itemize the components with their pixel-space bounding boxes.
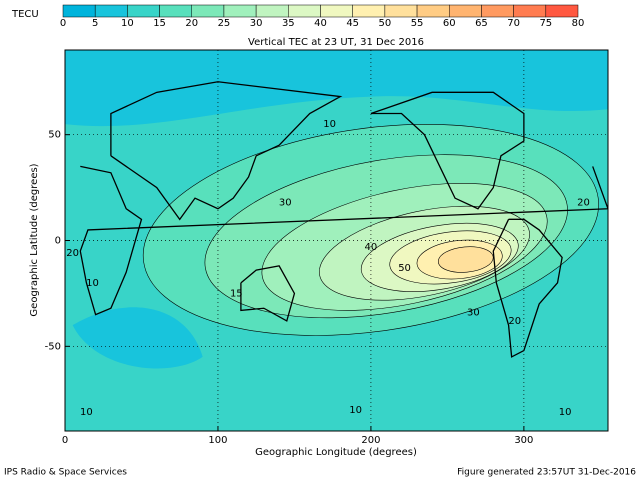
contour-label: 10 (323, 119, 336, 130)
colorbar-tick-label: 65 (475, 18, 488, 29)
y-axis-label: Geographic Latitude (degrees) (29, 163, 40, 316)
contour-label: 40 (365, 242, 378, 253)
colorbar-swatch (449, 4, 482, 18)
colorbar-tick-label: 40 (314, 18, 327, 29)
colorbar-tick-label: 10 (121, 18, 134, 29)
footer-right: Figure generated 23:57UT 31-Dec-2016 (457, 468, 636, 478)
y-tick-label: 50 (48, 130, 61, 141)
colorbar-swatch (481, 4, 514, 18)
plot-area: 10 30 40 50 30 20 15 10 20 10 10 10 20 (65, 50, 608, 431)
contour-label: 20 (66, 248, 79, 259)
x-tick-label: 200 (361, 435, 380, 446)
colorbar-tick-label: 35 (282, 18, 295, 29)
contour-label: 20 (577, 197, 590, 208)
coastline (110, 81, 343, 221)
coastline (240, 265, 296, 322)
colorbar-swatch (352, 4, 386, 18)
colorbar-tick-label: 60 (443, 18, 456, 29)
colorbar-swatch (159, 4, 192, 18)
contour-label: 50 (398, 263, 411, 274)
coastline (370, 91, 525, 210)
chart-title: Vertical TEC at 23 UT, 31 Dec 2016 (248, 37, 424, 48)
x-axis-label: Geographic Longitude (degrees) (255, 447, 417, 458)
contour-label: 10 (80, 407, 93, 418)
coastline (492, 218, 563, 358)
contour-label: 20 (508, 316, 521, 327)
colorbar-tick-label: 0 (60, 18, 66, 29)
contour-label: 10 (349, 405, 362, 416)
colorbar-swatch (288, 4, 321, 18)
colorbar-swatch (255, 4, 289, 18)
colorbar-tick-label: 80 (572, 18, 585, 29)
colorbar-tick-label: 25 (218, 18, 231, 29)
colorbar-swatch (384, 4, 418, 18)
contour-label: 10 (86, 278, 99, 289)
colorbar-tick-label: 20 (185, 18, 198, 29)
colorbar-swatch (62, 4, 96, 18)
colorbar-swatch (320, 4, 353, 18)
colorbar-tick-label: 15 (153, 18, 166, 29)
colorbar-swatch (94, 4, 128, 18)
colorbar-tick-label: 55 (411, 18, 424, 29)
colorbar-label: TECU (11, 9, 39, 20)
colorbar-swatch (513, 4, 547, 18)
field (72, 307, 203, 369)
field (65, 50, 608, 127)
y-tick-label: -50 (45, 341, 61, 352)
colorbar-tick-label: 45 (346, 18, 359, 29)
x-tick-label: 0 (62, 435, 68, 446)
colorbar-tick-label: 5 (92, 18, 98, 29)
contour-label: 10 (559, 407, 572, 418)
colorbar-swatch (223, 4, 257, 18)
footer-left: IPS Radio & Space Services (4, 468, 127, 478)
y-tick-label: 0 (55, 236, 61, 247)
colorbar-tick-label: 75 (539, 18, 552, 29)
contour-label: 15 (230, 288, 243, 299)
x-tick-label: 100 (208, 435, 227, 446)
colorbar-tick-label: 70 (507, 18, 520, 29)
contour-label: 30 (467, 307, 480, 318)
colorbar-tick-label: 30 (250, 18, 263, 29)
x-tick-label: 300 (514, 435, 533, 446)
contour-label: 30 (279, 197, 292, 208)
colorbar-swatch (127, 4, 160, 18)
colorbar-swatch (545, 4, 579, 18)
colorbar-swatch (416, 4, 450, 18)
colorbar-swatch (191, 4, 225, 18)
colorbar-tick-label: 50 (379, 18, 392, 29)
contour-band (437, 246, 494, 273)
coastline (79, 165, 608, 316)
